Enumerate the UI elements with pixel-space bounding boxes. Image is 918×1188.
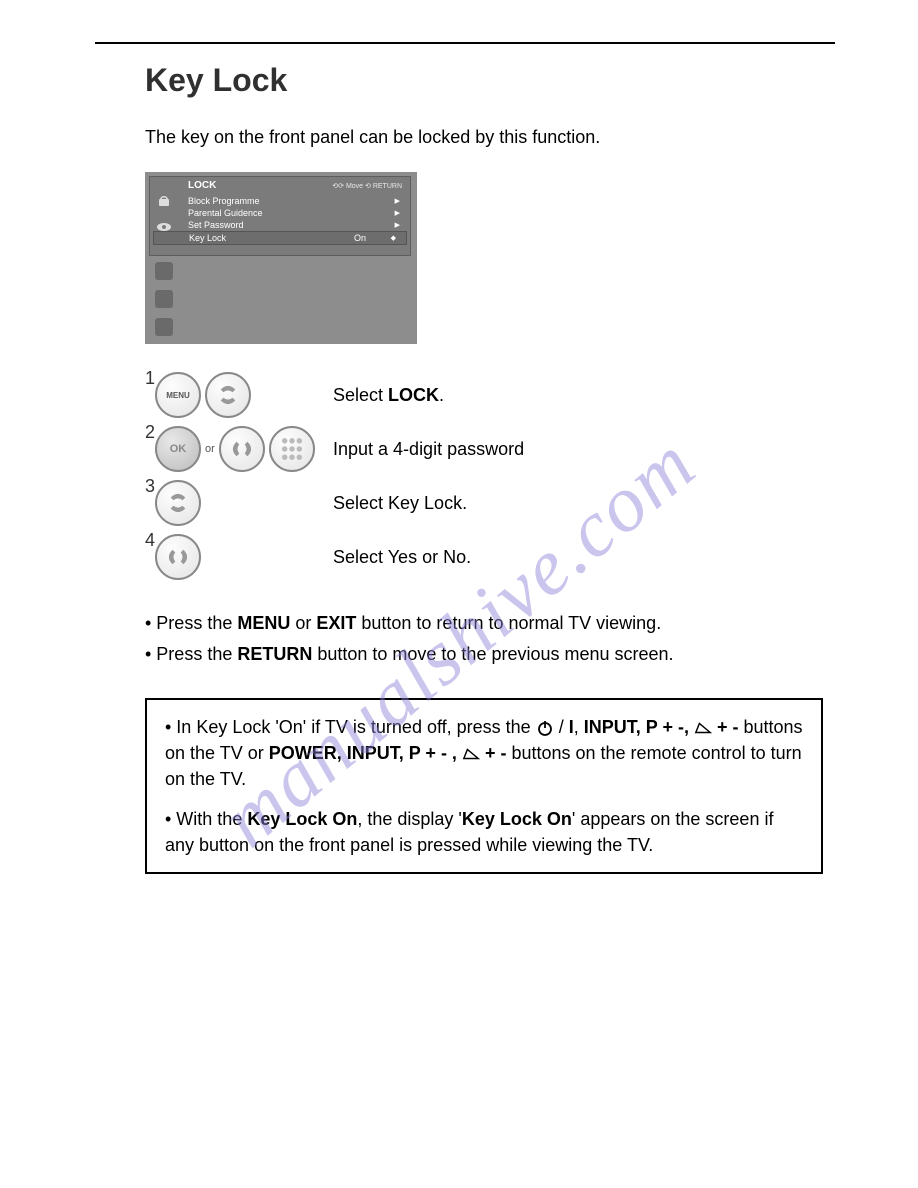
footer-bullets: • Press the MENU or EXIT button to retur…	[145, 610, 823, 668]
or-text: or	[205, 443, 215, 455]
note-p1: • In Key Lock 'On' if TV is turned off, …	[165, 714, 803, 792]
menu-button-icon	[155, 372, 201, 418]
ok-button-icon	[155, 426, 201, 472]
leftright-button-icon	[219, 426, 265, 472]
osd-side-icon	[155, 262, 173, 280]
osd-side-icon	[155, 290, 173, 308]
numpad-button-icon	[269, 426, 315, 472]
top-rule	[95, 42, 835, 44]
leftright-button-icon	[155, 534, 201, 580]
osd-row-selected: Key Lock On ◆	[153, 231, 407, 245]
angle-icon	[462, 745, 480, 763]
bullet-1: • Press the MENU or EXIT button to retur…	[145, 610, 823, 637]
updown-button-icon	[205, 372, 251, 418]
step-3: 3 Select Key Lock.	[145, 480, 823, 526]
angle-icon	[694, 719, 712, 737]
note-box: • In Key Lock 'On' if TV is turned off, …	[145, 698, 823, 874]
osd-row: Set Password ▶	[150, 219, 410, 231]
page-title: Key Lock	[145, 62, 823, 99]
note-p2: • With the Key Lock On, the display 'Key…	[165, 806, 803, 858]
osd-title: LOCK	[188, 180, 216, 191]
bullet-2: • Press the RETURN button to move to the…	[145, 641, 823, 668]
step-1: 1 Select LOCK.	[145, 372, 823, 418]
power-icon	[536, 719, 554, 737]
intro-text: The key on the front panel can be locked…	[145, 127, 823, 148]
osd-nav-hint: ⟲⟳ Move ⟲ RETURN	[332, 182, 402, 190]
updown-button-icon	[155, 480, 201, 526]
steps-list: 1 Select LOCK. 2 or	[145, 372, 823, 580]
osd-lock-icon	[156, 195, 172, 207]
osd-screenshot: LOCK ⟲⟳ Move ⟲ RETURN Block Programme ▶ …	[145, 172, 417, 344]
osd-side-icon	[155, 318, 173, 336]
step-2: 2 or Input a 4-digit password	[145, 426, 823, 472]
osd-eye-icon	[156, 221, 172, 233]
osd-row: Parental Guidence ▶	[150, 207, 410, 219]
osd-row: Block Programme ▶	[150, 195, 410, 207]
step-4: 4 Select Yes or No.	[145, 534, 823, 580]
